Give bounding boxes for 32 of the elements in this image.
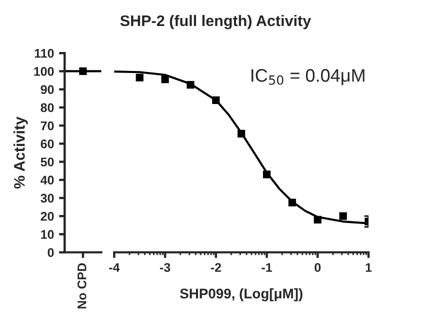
y-tick-label: 30 <box>40 194 54 203</box>
point <box>186 81 194 89</box>
point <box>339 212 347 220</box>
y-tick-label: 40 <box>40 176 54 185</box>
x-tick-label: -4 <box>109 263 120 272</box>
y-tick-label: 80 <box>40 103 54 112</box>
y-tick-label: 10 <box>41 230 54 239</box>
point <box>161 76 169 84</box>
x-tick-label: No CPD <box>77 263 86 308</box>
x-tick-label: 0 <box>314 263 321 272</box>
point <box>288 198 296 206</box>
point <box>262 170 271 178</box>
y-tick-label: 0 <box>48 248 54 257</box>
annotation: IC$_{50}$ = 0.04μM <box>252 69 364 86</box>
chart-title: SHP-2 (full length) Activity <box>120 14 312 30</box>
point <box>238 130 246 138</box>
y-tick-label: 100 <box>34 67 54 76</box>
point <box>314 216 322 224</box>
y-tick-label: 60 <box>40 139 54 148</box>
y-tick-label: 90 <box>40 85 54 94</box>
x-tick-label: 1 <box>366 263 372 272</box>
point <box>212 96 220 104</box>
x-tick-label: -2 <box>210 263 221 272</box>
y-axis-title: % Activity <box>14 116 28 189</box>
y-tick-label: 50 <box>40 158 54 166</box>
point <box>136 74 144 82</box>
y-tick-label: 110 <box>34 48 54 58</box>
x-axis-title: SHP099, (Log[μM]) <box>180 288 302 302</box>
x-tick-label: -3 <box>160 263 170 272</box>
x-tick-label: -1 <box>262 263 272 272</box>
y-tick-label: 20 <box>40 212 54 221</box>
y-tick-label: 70 <box>40 121 54 130</box>
